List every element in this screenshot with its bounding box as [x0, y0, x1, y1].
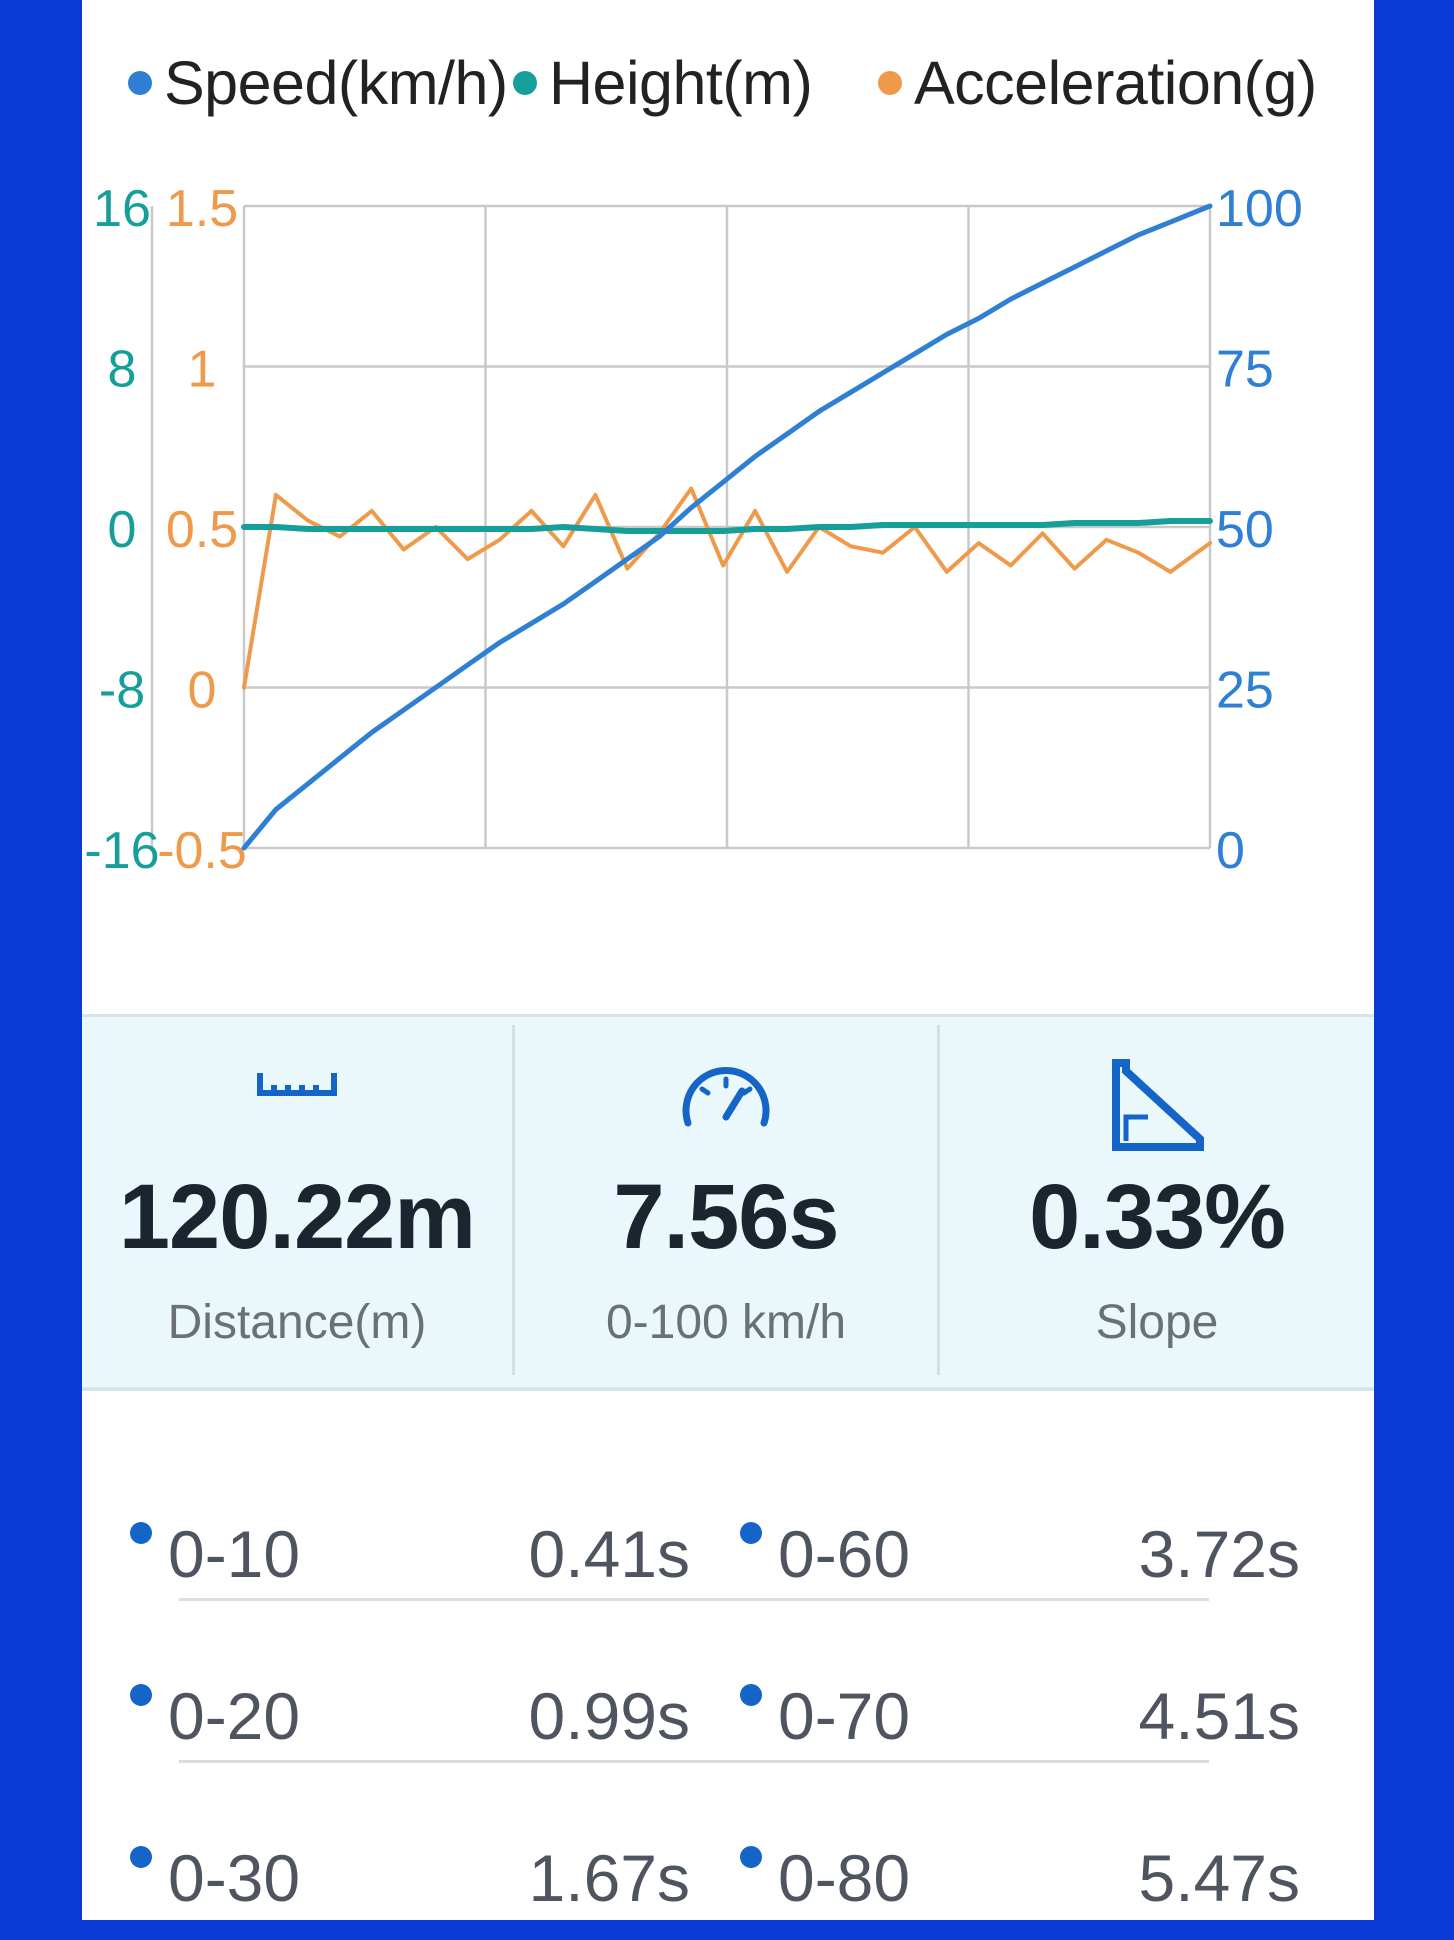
bullet-dot [130, 1846, 152, 1868]
legend-acceleration-label: Acceleration(g) [914, 49, 1317, 117]
speed-tick-label: 100 [1216, 180, 1303, 238]
acceleration-tick-label: 0.5 [166, 501, 238, 559]
bullet-dot [130, 1684, 152, 1706]
stats-panel: 120.22m Distance(m) 7.56s 0-100 km/h [82, 1014, 1374, 1391]
bullet-dot [130, 1522, 152, 1544]
legend-speed-label: Speed(km/h) [164, 49, 508, 117]
bullet-dot [740, 1846, 762, 1868]
split-item[interactable]: 0-70 4.51s [740, 1678, 1300, 1778]
split-time: 0.41s [528, 1517, 690, 1591]
height-tick-label: -8 [99, 662, 145, 720]
split-item[interactable]: 0-30 1.67s [130, 1840, 690, 1940]
speed-tick-label: 25 [1216, 662, 1274, 720]
app-screen: Speed(km/h) Height(m) Acceleration(g) 16… [82, 0, 1374, 1920]
height-tick-label: -16 [84, 822, 159, 880]
stat-divider [937, 1025, 940, 1375]
split-item[interactable]: 0-20 0.99s [130, 1678, 690, 1778]
height-tick-label: 0 [108, 501, 137, 559]
height-series-line [241, 518, 1213, 534]
ruler-icon [82, 1055, 512, 1155]
row-divider [179, 1760, 1209, 1763]
legend-speed[interactable]: Speed(km/h) [128, 38, 508, 128]
acceleration-tick-label: 0 [188, 662, 217, 720]
slope-value: 0.33% [1029, 1166, 1286, 1268]
height-tick-label: 16 [93, 180, 151, 238]
bullet-dot [740, 1522, 762, 1544]
speed-legend-dot [128, 71, 152, 95]
split-range: 0-80 [778, 1841, 911, 1915]
speed-tick-label: 50 [1216, 501, 1274, 559]
slope-icon [940, 1055, 1374, 1155]
distance-value: 120.22m [118, 1166, 476, 1268]
speed-series-line [241, 203, 1213, 851]
split-range: 0-60 [778, 1517, 911, 1591]
speedometer-icon [515, 1055, 937, 1155]
height-tick-label: 8 [108, 341, 137, 399]
split-time: 0.99s [528, 1679, 690, 1753]
legend-height[interactable]: Height(m) [513, 38, 813, 128]
split-item[interactable]: 0-10 0.41s [130, 1516, 690, 1616]
chart-legend: Speed(km/h) Height(m) Acceleration(g) [82, 38, 1374, 128]
bullet-dot [740, 1684, 762, 1706]
split-range: 0-10 [168, 1517, 301, 1591]
stat-divider [512, 1025, 515, 1375]
legend-height-label: Height(m) [549, 49, 813, 117]
split-time: 3.72s [1138, 1517, 1300, 1591]
acceleration-series-line [242, 486, 1212, 690]
speed-height-acceleration-chart[interactable]: 16 8 0 -8 -16 1.5 1 0.5 0 -0.5 100 75 50 25 0 [82, 160, 1374, 920]
stat-distance: 120.22m Distance(m) [82, 1017, 512, 1387]
slope-label: Slope [1095, 1296, 1219, 1349]
acceleration-tick-label: 1 [188, 341, 217, 399]
split-time: 5.47s [1138, 1841, 1300, 1915]
stat-slope: 0.33% Slope [940, 1017, 1374, 1387]
acceleration-tick-label: 1.5 [166, 180, 238, 238]
stat-acceleration-time: 7.56s 0-100 km/h [515, 1017, 937, 1387]
row-divider [179, 1598, 1209, 1601]
split-time: 4.51s [1138, 1679, 1300, 1753]
zero-to-hundred-label: 0-100 km/h [605, 1296, 847, 1349]
acceleration-tick-label: -0.5 [157, 822, 247, 880]
split-range: 0-70 [778, 1679, 911, 1753]
distance-label: Distance(m) [167, 1296, 427, 1349]
split-item[interactable]: 0-80 5.47s [740, 1840, 1300, 1940]
height-legend-dot [513, 71, 537, 95]
split-range: 0-30 [168, 1841, 301, 1915]
speed-tick-label: 0 [1216, 822, 1245, 880]
zero-to-hundred-value: 7.56s [613, 1166, 839, 1268]
speed-splits-list: 0-10 0.41s 0-60 3.72s 0-20 0.99s 0-70 4.… [82, 1480, 1374, 1920]
split-range: 0-20 [168, 1679, 301, 1753]
split-item[interactable]: 0-60 3.72s [740, 1516, 1300, 1616]
acceleration-legend-dot [878, 71, 902, 95]
legend-acceleration[interactable]: Acceleration(g) [878, 38, 1317, 128]
speed-tick-label: 75 [1216, 341, 1274, 399]
split-time: 1.67s [528, 1841, 690, 1915]
